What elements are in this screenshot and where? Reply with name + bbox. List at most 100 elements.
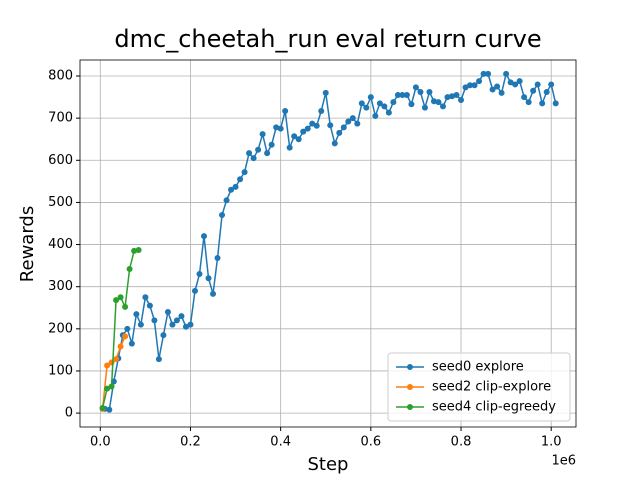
data-point [507,79,514,86]
data-point [453,91,460,98]
data-point [318,107,325,114]
data-point [124,325,131,332]
x-offset-label: 1e6 [551,454,576,469]
data-point [228,186,235,193]
data-point [494,83,501,90]
data-point [241,169,248,176]
legend-box [387,352,571,422]
data-point [160,332,167,339]
data-point [336,129,343,136]
data-point [548,81,555,88]
data-point [164,308,171,315]
data-point [255,146,262,153]
data-point [345,118,352,125]
data-point [104,362,111,369]
data-point [151,317,158,324]
legend-marker [407,404,413,410]
data-point [430,98,437,105]
data-point [408,101,415,108]
y-tick-label: 200 [48,321,73,336]
data-point [142,294,149,301]
x-tick-label: 0.4 [270,435,291,450]
data-point [439,103,446,110]
data-point [530,87,537,94]
y-axis-label: Rewards [17,206,38,282]
data-point [539,100,546,107]
data-point [205,275,212,282]
data-point [358,100,365,107]
data-point [223,197,230,204]
data-point [449,93,455,100]
data-point [480,70,487,77]
data-point [381,103,388,110]
data-point [471,82,478,89]
data-point [128,340,135,347]
data-point [146,302,153,309]
data-point [340,124,347,131]
data-point [498,89,505,96]
x-tick-label: 1.0 [541,435,562,450]
data-point [135,247,142,254]
data-point [534,81,541,88]
data-point [552,100,559,107]
data-point [273,124,280,131]
legend: seed0 explore seed2 clip-explore seed4 cli… [387,352,571,422]
y-tick-label: 600 [48,153,73,168]
data-point [133,311,140,318]
x-tick-label: 0.8 [451,435,472,450]
data-point [421,104,428,111]
data-point [462,84,469,91]
x-tick-label: 0.6 [360,435,381,450]
data-point [286,144,293,151]
data-point [331,140,338,147]
data-point [304,125,311,132]
data-point [376,100,383,107]
data-point [426,89,433,96]
data-point [485,70,492,77]
data-point [467,82,474,89]
data-point [313,122,320,129]
data-point [126,265,133,272]
data-point [354,120,361,127]
x-tick-label: 0.2 [180,435,201,450]
y-tick-label: 800 [48,69,73,84]
data-point [264,150,271,157]
y-tick-label: 300 [48,279,73,294]
data-point [521,94,528,101]
data-point [403,91,410,98]
data-point [295,136,302,143]
data-point [113,356,120,363]
data-point [259,131,266,138]
legend-label: seed2 clip-explore [432,380,551,395]
data-point [300,128,307,135]
data-point [525,99,532,106]
y-tick-label: 100 [48,363,73,378]
data-point [187,321,194,328]
data-point [282,107,289,114]
legend-marker [407,364,413,370]
data-point [250,155,257,162]
data-point [543,89,550,96]
data-point [201,233,207,240]
data-point [99,405,106,412]
data-point [412,84,419,91]
data-point [322,89,329,96]
y-tick-label: 500 [48,195,73,210]
data-point [349,115,356,122]
data-point [327,122,334,129]
y-tick-label: 700 [48,111,73,126]
data-point [117,343,124,350]
data-point [137,321,144,328]
legend-label: seed4 clip-egreedy [432,400,556,415]
data-point [122,333,129,340]
data-point [277,125,284,132]
data-point [210,290,217,297]
data-point [117,294,124,301]
data-point [385,109,392,116]
chart-title: dmc_cheetah_run eval return curve [114,25,541,53]
data-point [417,89,424,96]
data-point [516,78,523,85]
data-point [232,183,239,190]
data-point [372,113,379,120]
data-point [108,383,115,390]
